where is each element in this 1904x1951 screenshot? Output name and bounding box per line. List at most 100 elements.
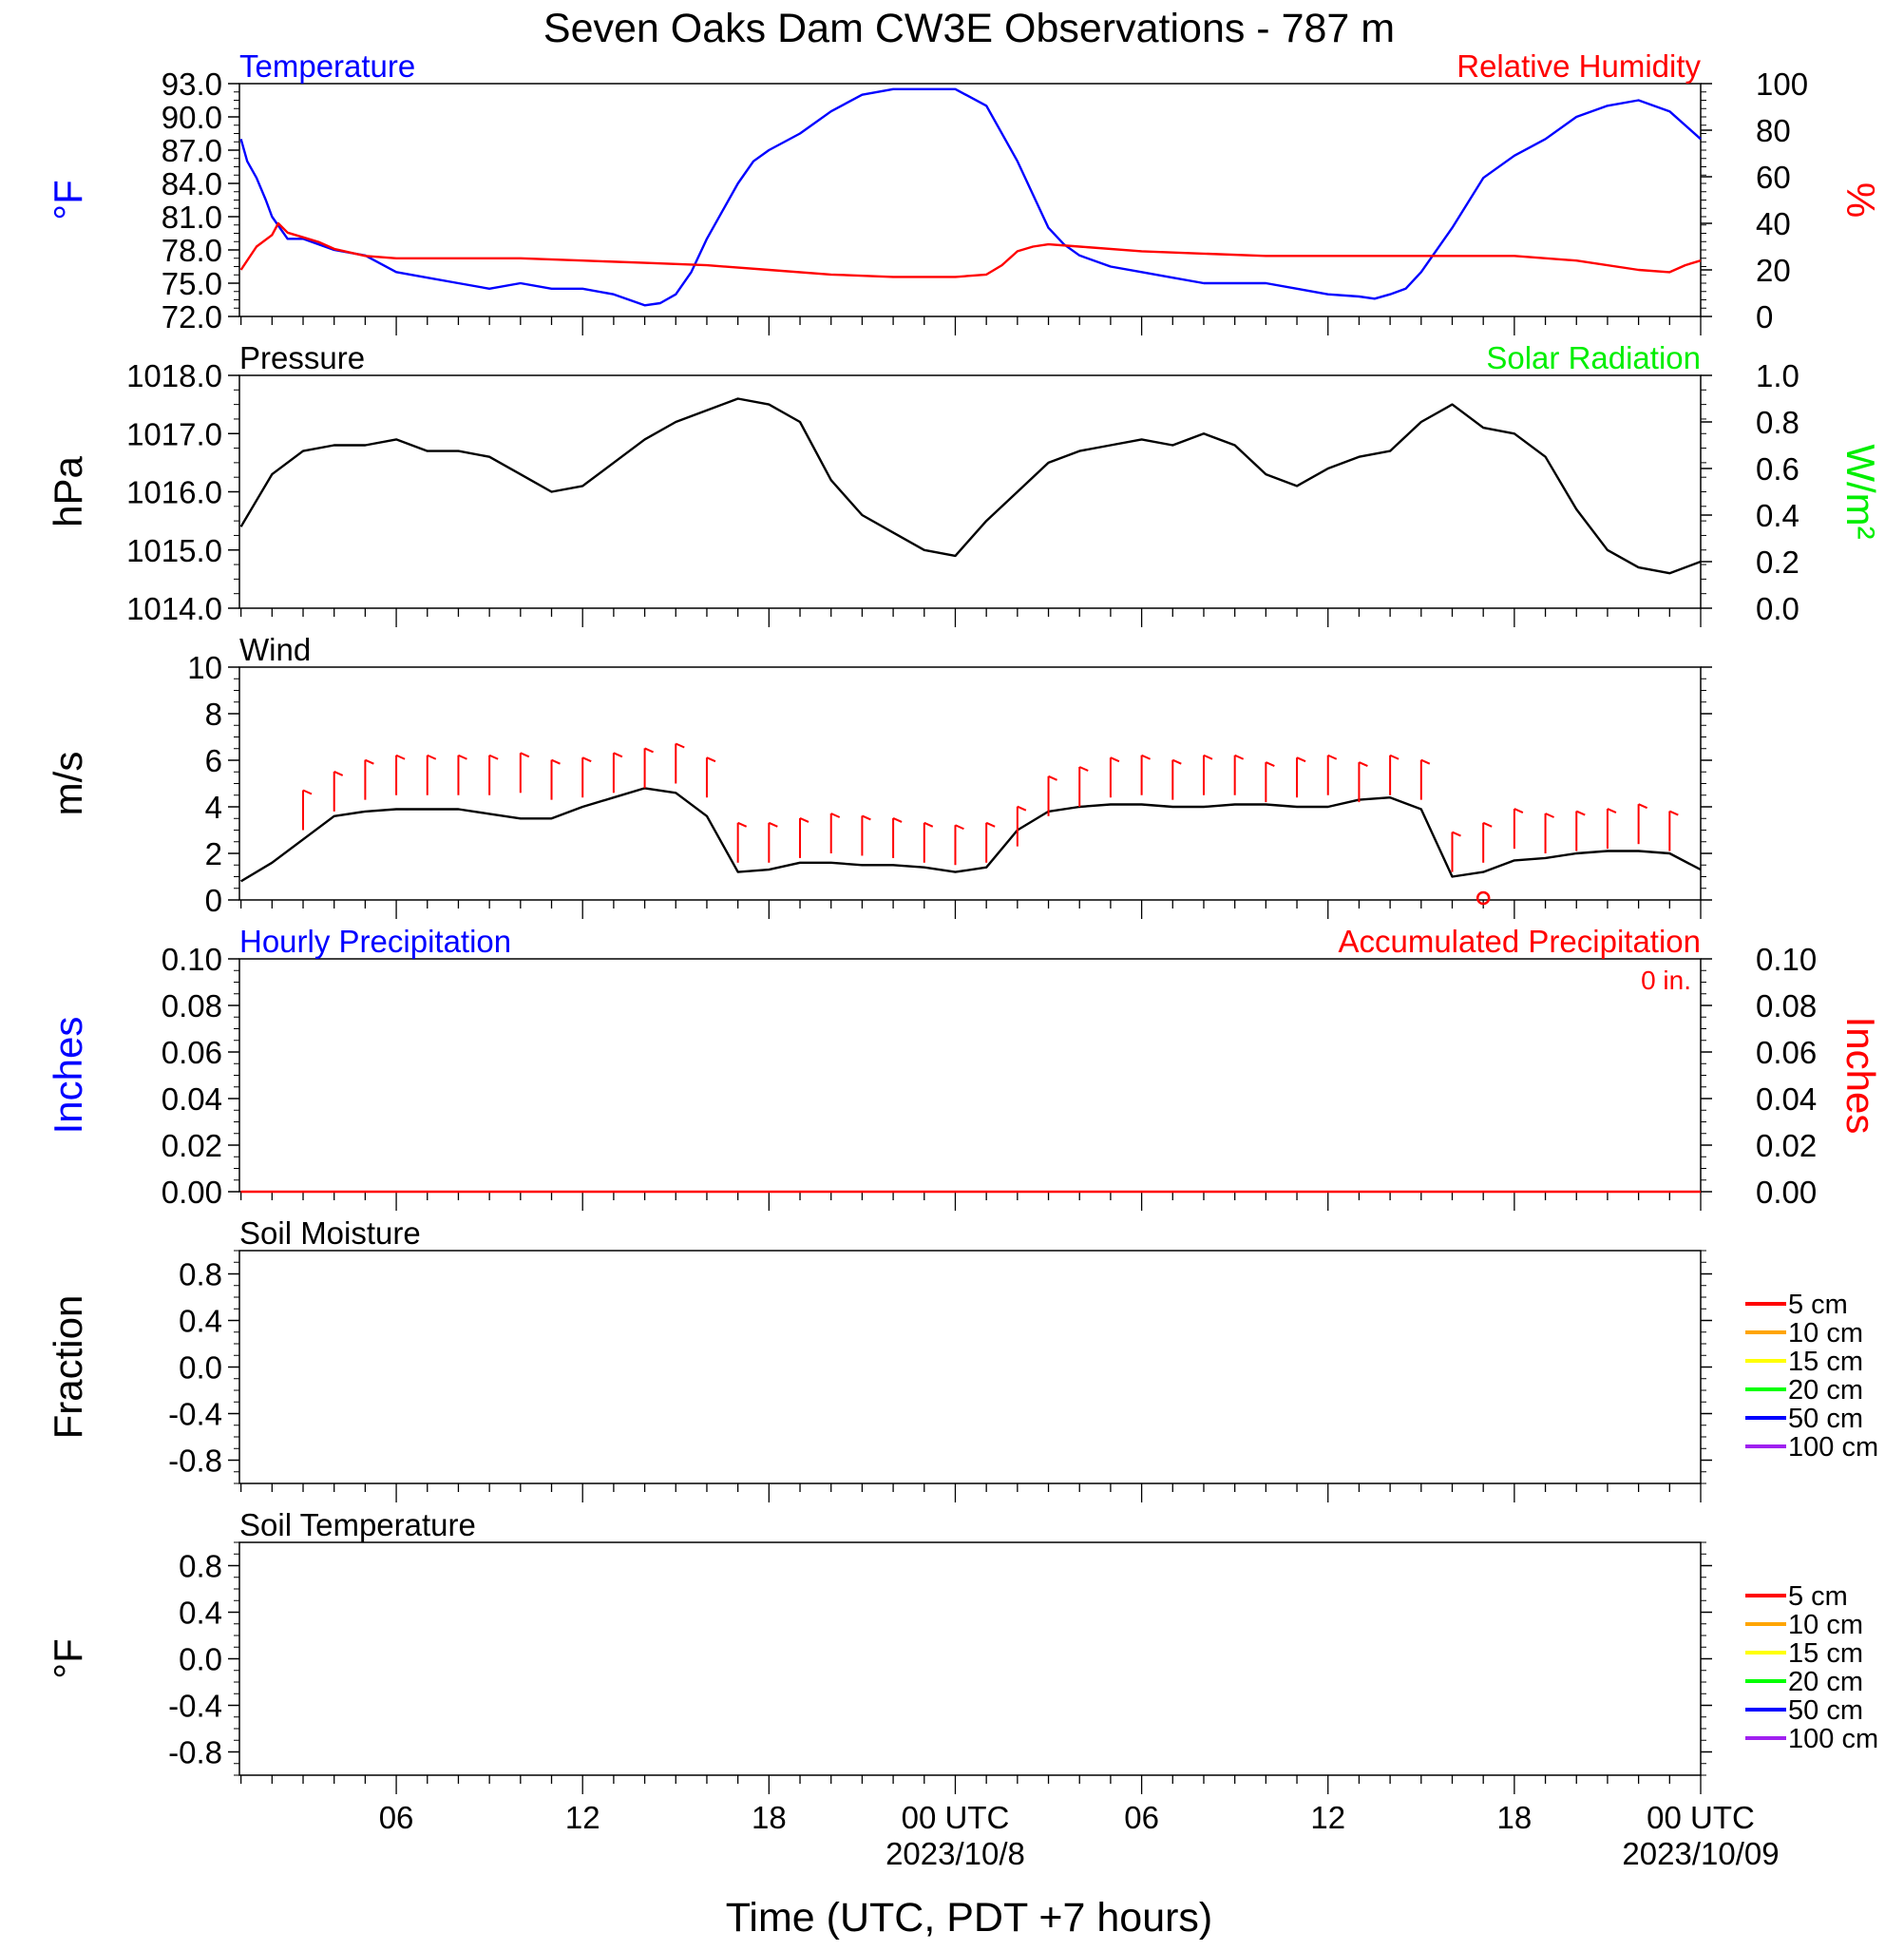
wind-barb-flag — [1234, 754, 1245, 760]
y-tick-label-right: 1.0 — [1756, 358, 1799, 393]
y-tick-label-left: 87.0 — [162, 133, 222, 168]
wind-barb-flag — [1078, 766, 1089, 772]
x-tick-label: 18 — [1497, 1800, 1533, 1835]
plot-frame — [238, 1250, 1702, 1484]
y-tick-label-left: 1017.0 — [126, 416, 222, 451]
x-axis-label: Time (UTC, PDT +7 hours) — [726, 1895, 1213, 1941]
y-tick-label-right: 0.0 — [1756, 591, 1799, 626]
x-tick-label: 06 — [379, 1800, 414, 1835]
y-tick-label-right: 100 — [1756, 67, 1808, 102]
panel-soil-moisture: 0.8 0.4 0.0 -0.4 -0.8 Soil Moisture Fraction 5 … — [46, 1215, 1878, 1502]
y-tick-label-left: 75.0 — [162, 266, 222, 301]
wind-barb-flag — [1171, 758, 1182, 765]
wind-barb-flag — [1545, 813, 1554, 818]
y-tick-label-right: 0.02 — [1756, 1128, 1817, 1163]
wind-barb-flag — [395, 754, 406, 760]
y-tick-label-right: 40 — [1756, 206, 1791, 241]
panel-temperature-humidity: 93.090.087.084.081.078.075.072.0 100 80 60 4… — [46, 48, 1883, 335]
accumulated-total-label: 0 in. — [1641, 966, 1691, 995]
wind-barb-flag — [581, 756, 592, 763]
y-tick-label-left: 72.0 — [162, 299, 222, 335]
wind-barb-flag — [955, 824, 964, 831]
panel-title-right: Solar Radiation — [1486, 340, 1701, 375]
calm-wind-marker — [1476, 890, 1491, 906]
y-tick-label-left: 0.4 — [179, 1596, 222, 1631]
legend-label: 10 cm — [1788, 1318, 1863, 1348]
wind-barb-flag — [1296, 756, 1306, 763]
legend-label: 50 cm — [1788, 1695, 1863, 1726]
wind-barb-flag — [862, 814, 871, 821]
plot-frame — [238, 83, 1702, 317]
x-tick-label: 12 — [565, 1800, 600, 1835]
y-axis-label-left: Fraction — [46, 1295, 90, 1440]
wind-barb-flag — [1265, 761, 1275, 768]
y-tick-label-left: 1015.0 — [126, 533, 222, 568]
legend-label: 20 cm — [1788, 1375, 1863, 1406]
wind-barb-flag — [1389, 754, 1399, 760]
wind-barb-flag — [1607, 808, 1617, 814]
plot-frame — [238, 958, 1702, 1193]
y-tick-label-right: 0.10 — [1756, 942, 1817, 977]
series-relative-humidity — [239, 221, 1702, 278]
x-tick-date-label: 2023/10/8 — [885, 1836, 1025, 1871]
x-tick-label: 18 — [752, 1800, 787, 1835]
wind-barb-flag — [551, 758, 561, 765]
panel-title-left: Wind — [239, 632, 311, 667]
y-tick-label-left: -0.4 — [168, 1689, 222, 1724]
y-axis-label-left: Inches — [46, 1017, 90, 1135]
panel-title-right: Relative Humidity — [1457, 48, 1701, 84]
wind-barb-flag — [1048, 775, 1057, 781]
y-tick-label-left: 1016.0 — [126, 475, 222, 510]
wind-barb-flag — [892, 816, 903, 823]
y-tick-label-left: 0.00 — [162, 1175, 222, 1210]
y-tick-label-left: 0.04 — [162, 1081, 222, 1117]
wind-barb-flag — [923, 821, 934, 828]
legend-label: 20 cm — [1788, 1667, 1863, 1697]
y-tick-label-right: 0.8 — [1756, 405, 1799, 440]
panel-title-left: Hourly Precipitation — [239, 924, 511, 959]
wind-barb-flag — [1203, 754, 1213, 760]
y-tick-label-right: 0.2 — [1756, 545, 1799, 580]
wind-barb-flag — [768, 821, 778, 828]
wind-barb-flag — [799, 816, 809, 823]
y-tick-label-right: 80 — [1756, 113, 1791, 148]
y-axis-label-right: Inches — [1838, 1017, 1883, 1135]
series-pressure — [239, 397, 1702, 575]
wind-barb-flag — [488, 754, 499, 760]
panel-title-left: Soil Temperature — [239, 1507, 476, 1542]
wind-barb-flag — [1482, 821, 1493, 828]
y-tick-label-left: 0.02 — [162, 1128, 222, 1163]
plot-frame — [238, 374, 1702, 609]
legend-label: 5 cm — [1788, 1290, 1848, 1320]
wind-barb-flag — [427, 754, 437, 760]
y-tick-label-left: 0.4 — [179, 1304, 222, 1339]
y-tick-label-left: 0.08 — [162, 988, 222, 1023]
y-tick-label-left: 8 — [205, 697, 222, 732]
y-tick-label-right: 0.08 — [1756, 988, 1817, 1023]
y-tick-label-left: 0.06 — [162, 1035, 222, 1070]
x-tick-label: 12 — [1310, 1800, 1345, 1835]
y-tick-label-right: 0 — [1756, 299, 1773, 335]
panel-title-left: Temperature — [239, 48, 415, 84]
y-axis-label-right: W/m² — [1838, 444, 1883, 539]
panel-precipitation: 0.10 0.08 0.06 0.04 0.02 0.00 0.10 0.08 0.06 0.04… — [46, 924, 1883, 1211]
wind-barb-flag — [302, 789, 313, 795]
panel-title-right: Accumulated Precipitation — [1338, 924, 1701, 959]
wind-barb-flag — [1638, 803, 1648, 810]
wind-barb-flag — [333, 770, 344, 776]
wind-barb-flag — [1327, 754, 1338, 760]
wind-barb-flag — [1668, 810, 1679, 816]
y-tick-label-left: -0.4 — [168, 1397, 222, 1432]
series-wind — [239, 787, 1702, 883]
x-tick-label: 06 — [1124, 1800, 1159, 1835]
panel-wind: 10 8 6 4 2 0 Wind m/s — [46, 632, 1712, 919]
y-tick-label-left: 0.8 — [179, 1549, 222, 1584]
y-tick-label-left: 0.8 — [179, 1257, 222, 1292]
wind-barb-flag — [644, 747, 654, 754]
y-tick-label-right: 0.4 — [1756, 498, 1799, 533]
panel-title-left: Pressure — [239, 340, 365, 375]
wind-barb-flag — [1420, 758, 1431, 765]
